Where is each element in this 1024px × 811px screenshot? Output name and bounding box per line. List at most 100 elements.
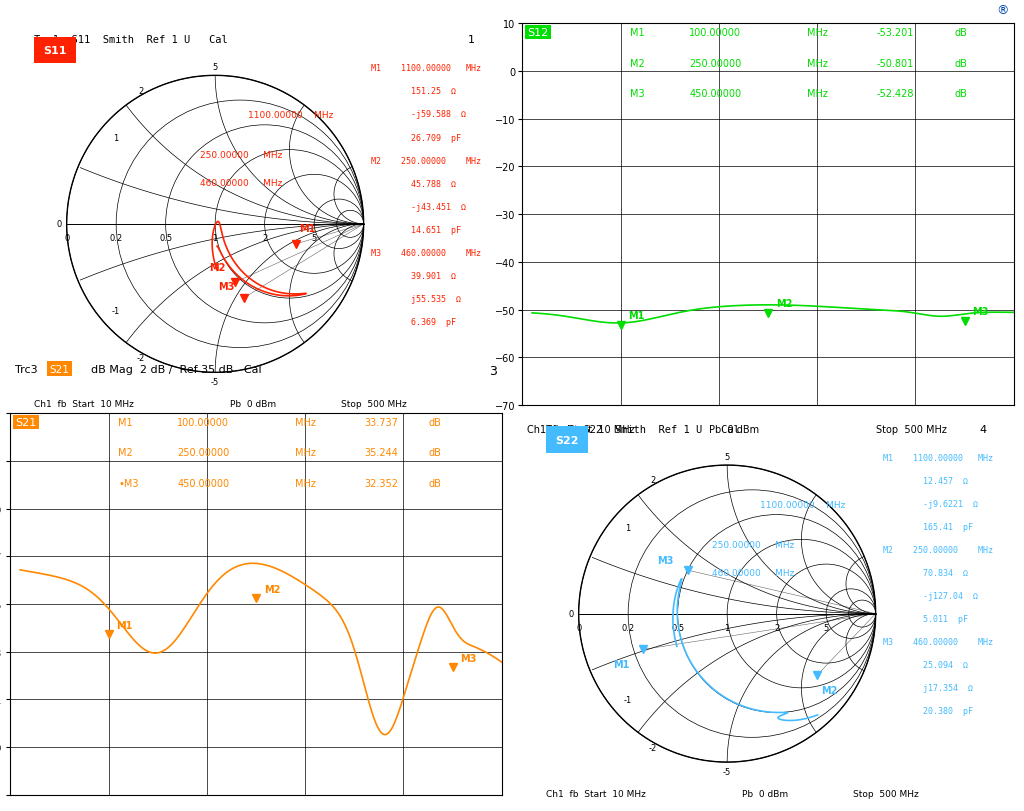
Text: 460.00000     MHz: 460.00000 MHz <box>201 179 283 188</box>
Text: -1: -1 <box>624 695 632 705</box>
Text: M3: M3 <box>973 307 989 316</box>
Text: M3    460.00000    MHz: M3 460.00000 MHz <box>883 637 993 646</box>
Text: ®: ® <box>996 4 1009 17</box>
Text: 1: 1 <box>468 35 475 45</box>
Text: 6.369  pF: 6.369 pF <box>371 317 456 326</box>
Text: M1    1100.00000   MHz: M1 1100.00000 MHz <box>371 64 481 73</box>
Text: 1: 1 <box>213 234 218 242</box>
Text: 2: 2 <box>138 87 143 96</box>
Text: 1: 1 <box>625 523 631 532</box>
Text: 5: 5 <box>823 623 828 632</box>
Text: M1    1100.00000   MHz: M1 1100.00000 MHz <box>883 453 993 462</box>
Text: MHz: MHz <box>295 418 316 427</box>
Text: M2: M2 <box>631 58 645 69</box>
Text: -52.428: -52.428 <box>877 89 913 99</box>
Text: 33.737: 33.737 <box>365 418 398 427</box>
Text: Ch1  fb  Start  10 MHz: Ch1 fb Start 10 MHz <box>527 424 635 434</box>
Text: 14.651  pF: 14.651 pF <box>371 225 461 234</box>
Text: 0: 0 <box>57 220 62 229</box>
Text: M2    250.00000    MHz: M2 250.00000 MHz <box>371 157 481 165</box>
Text: 250.00000: 250.00000 <box>177 448 229 458</box>
Text: S21: S21 <box>15 418 37 427</box>
Text: M1: M1 <box>613 659 630 669</box>
Text: M1: M1 <box>629 311 645 320</box>
Text: -53.201: -53.201 <box>877 28 913 38</box>
Text: M2: M2 <box>264 585 281 594</box>
Text: 20.380  pF: 20.380 pF <box>883 706 973 715</box>
Text: Trc3: Trc3 <box>15 364 41 374</box>
Text: 450.00000: 450.00000 <box>689 89 741 99</box>
Text: 460.00000     MHz: 460.00000 MHz <box>713 569 795 577</box>
Text: dB Mag  2 dB /  Ref 35 dB   Cal: dB Mag 2 dB / Ref 35 dB Cal <box>84 364 261 374</box>
Text: -5: -5 <box>723 766 731 775</box>
Text: 5: 5 <box>311 234 316 242</box>
Text: 0.2: 0.2 <box>110 234 123 242</box>
Text: dB: dB <box>428 478 441 488</box>
Text: -j127.04  Ω: -j127.04 Ω <box>883 591 978 601</box>
Text: 1: 1 <box>113 134 119 143</box>
Text: M1: M1 <box>119 418 133 427</box>
Text: M3: M3 <box>461 654 477 663</box>
Text: M1: M1 <box>299 223 315 234</box>
Text: 0: 0 <box>577 623 582 632</box>
Text: 1: 1 <box>725 623 730 632</box>
Text: M3: M3 <box>631 89 645 99</box>
Text: -j59.588  Ω: -j59.588 Ω <box>371 110 466 119</box>
Text: 5: 5 <box>725 452 730 461</box>
Text: Stop  500 MHz: Stop 500 MHz <box>341 400 408 409</box>
Text: MHz: MHz <box>295 448 316 458</box>
Text: S11: S11 <box>43 46 67 56</box>
Text: 12.457  Ω: 12.457 Ω <box>883 477 968 486</box>
Text: M2: M2 <box>821 685 838 695</box>
Text: Pb  0 dBm: Pb 0 dBm <box>742 789 788 798</box>
Text: Ch1  fb  Start  10 MHz: Ch1 fb Start 10 MHz <box>546 789 646 798</box>
Text: Trc1  S11  Smith  Ref 1 U   Cal: Trc1 S11 Smith Ref 1 U Cal <box>34 35 227 45</box>
Text: M3: M3 <box>218 281 234 291</box>
Text: M1: M1 <box>117 620 133 630</box>
Text: Stop  500 MHz: Stop 500 MHz <box>853 789 920 798</box>
Text: 250.00000     MHz: 250.00000 MHz <box>713 540 795 549</box>
Text: dB: dB <box>954 28 968 38</box>
Text: 1100.00000    MHz: 1100.00000 MHz <box>248 111 333 120</box>
Text: 100.00000: 100.00000 <box>177 418 229 427</box>
Text: 250.00000: 250.00000 <box>689 58 741 69</box>
Text: j55.535  Ω: j55.535 Ω <box>371 294 461 303</box>
Text: -j43.451  Ω: -j43.451 Ω <box>371 202 466 212</box>
Text: -5: -5 <box>211 377 219 386</box>
Text: S12: S12 <box>527 28 549 38</box>
Text: 32.352: 32.352 <box>365 478 398 488</box>
Text: 25.094  Ω: 25.094 Ω <box>883 660 968 670</box>
Text: 165.41  pF: 165.41 pF <box>883 522 973 532</box>
Text: 3: 3 <box>489 364 497 377</box>
Text: 70.834  Ω: 70.834 Ω <box>883 569 968 577</box>
Text: M3: M3 <box>657 555 674 565</box>
Text: 5: 5 <box>213 62 218 72</box>
Text: Ch1  fb  Start  10 MHz: Ch1 fb Start 10 MHz <box>34 400 134 409</box>
Text: -j9.6221  Ω: -j9.6221 Ω <box>883 500 978 508</box>
Text: 450.00000: 450.00000 <box>177 478 229 488</box>
Text: M2: M2 <box>776 299 793 309</box>
Text: MHz: MHz <box>807 58 828 69</box>
Text: Pb  0 dBm: Pb 0 dBm <box>709 424 759 434</box>
Text: M2: M2 <box>119 448 133 458</box>
Bar <box>546 427 588 453</box>
Text: 0.5: 0.5 <box>671 623 684 632</box>
Text: 5.011  pF: 5.011 pF <box>883 615 968 624</box>
Text: M2    250.00000    MHz: M2 250.00000 MHz <box>883 546 993 555</box>
Text: -1: -1 <box>112 306 120 315</box>
Text: dB: dB <box>954 58 968 69</box>
Text: 2: 2 <box>650 476 655 485</box>
Text: Pb  0 dBm: Pb 0 dBm <box>230 400 276 409</box>
Text: S22: S22 <box>555 436 579 445</box>
Text: 45.788  Ω: 45.788 Ω <box>371 179 456 188</box>
Text: 100.00000: 100.00000 <box>689 28 741 38</box>
Text: j17.354  Ω: j17.354 Ω <box>883 684 973 693</box>
Text: 35.244: 35.244 <box>365 448 398 458</box>
Text: 39.901  Ω: 39.901 Ω <box>371 271 456 281</box>
Text: 2: 2 <box>774 623 779 632</box>
Text: MHz: MHz <box>807 28 828 38</box>
Text: 151.25  Ω: 151.25 Ω <box>371 88 456 97</box>
Text: 0: 0 <box>569 609 574 618</box>
Text: 4: 4 <box>980 424 987 434</box>
Text: 250.00000     MHz: 250.00000 MHz <box>201 151 283 160</box>
